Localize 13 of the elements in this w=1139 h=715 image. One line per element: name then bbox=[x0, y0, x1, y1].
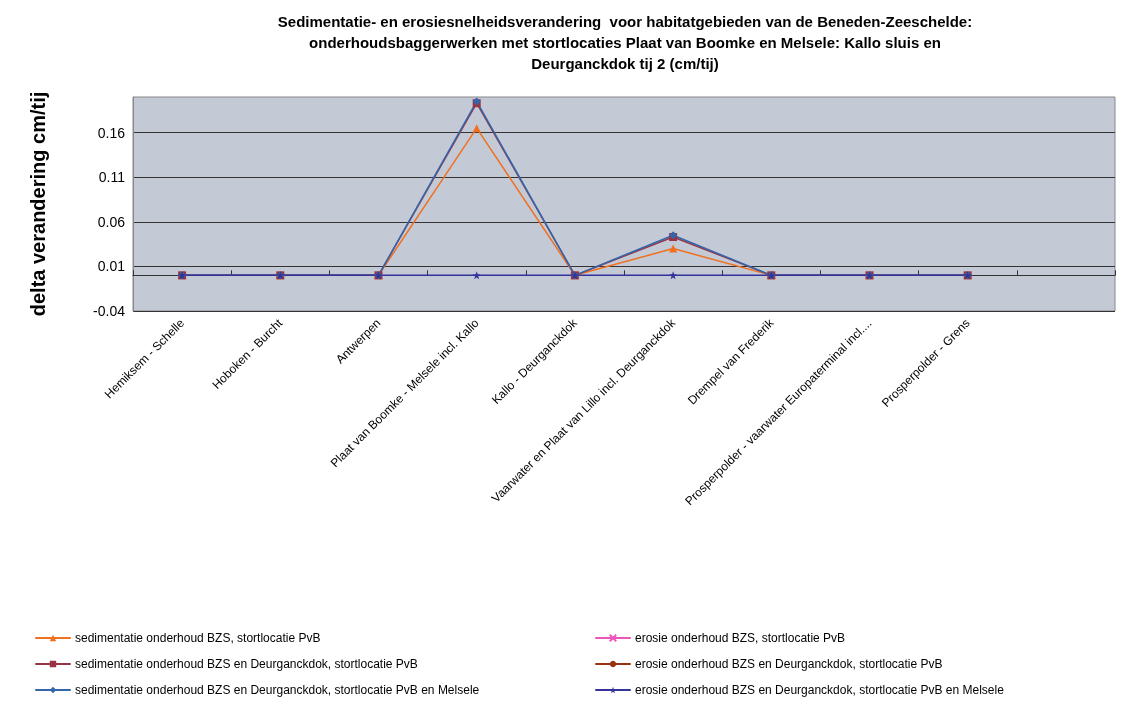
legend-label: sedimentatie onderhoud BZS en Deurganckdok, stortlocatie PvB bbox=[75, 657, 418, 671]
legend-label: erosie onderhoud BZS en Deurganckdok, stortlocatie PvB en Melsele bbox=[635, 683, 1005, 697]
y-tick-label: 0.06 bbox=[97, 213, 126, 230]
y-tick-label: 0.11 bbox=[98, 169, 126, 186]
legend-label: sedimentatie onderhoud BZS, stortlocatie PvB bbox=[75, 631, 321, 645]
y-tick-label: -0.04 bbox=[93, 303, 126, 319]
legend-label: erosie onderhoud BZS en Deurganckdok, stortlocatie PvB bbox=[635, 657, 943, 671]
y-axis-title: delta verandering cm/tij bbox=[27, 91, 49, 317]
legend-label: erosie onderhoud BZS, stortlocatie PvB bbox=[635, 631, 846, 645]
chart-title: Sedimentatie- en erosiesnelheidsverandering voor habitatgebieden van de Beneden-Zeeschelde: onderhoudsbaggerwerken met stortlocaties Plaat van Boomke en Melsele: Kallo sluis en Deurganckdok tij 2 (cm/tij) bbox=[277, 13, 973, 72]
legend-label: sedimentatie onderhoud BZS en Deurganckdok, stortlocatie PvB en Melsele bbox=[75, 683, 480, 697]
y-tick-label: 0.01 bbox=[97, 258, 126, 275]
y-tick-label: 0.16 bbox=[97, 124, 126, 141]
